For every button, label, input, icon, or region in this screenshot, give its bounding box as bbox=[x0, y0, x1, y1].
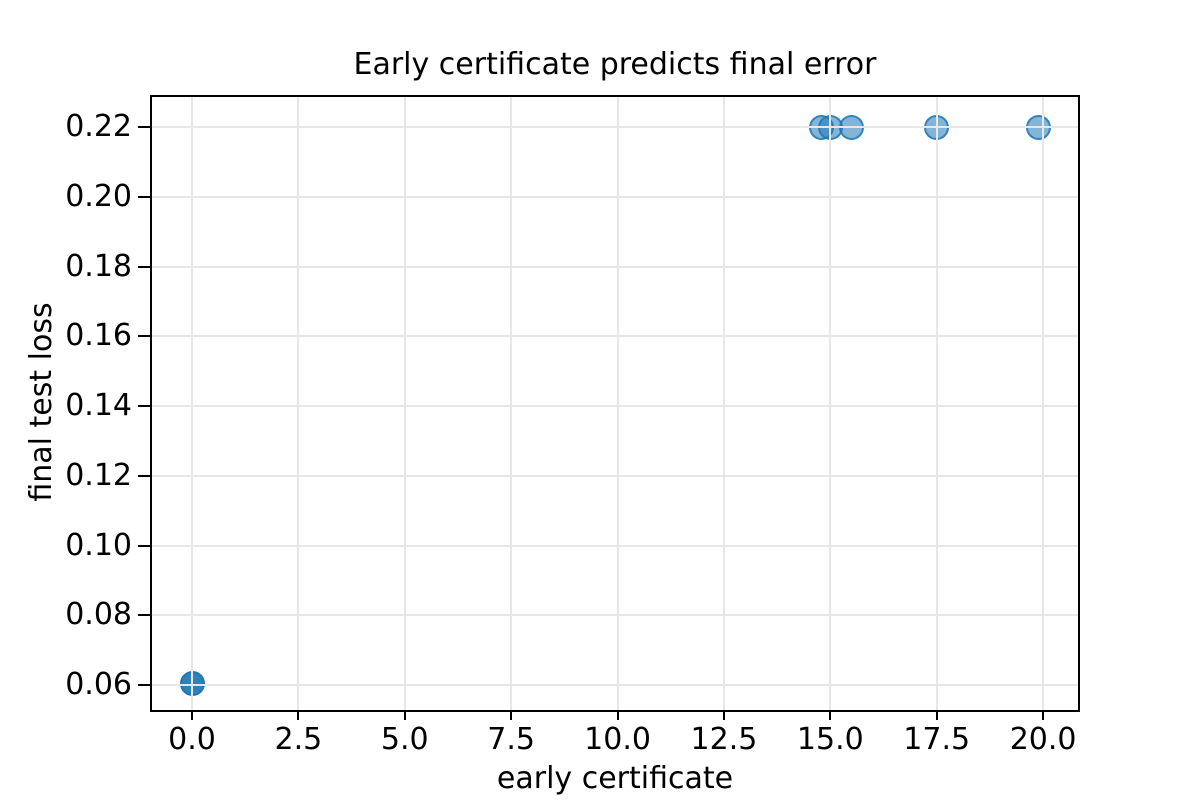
y-tick-mark bbox=[138, 126, 150, 128]
y-tick-label: 0.08 bbox=[65, 597, 132, 633]
x-gridline bbox=[297, 97, 300, 710]
x-tick-mark bbox=[510, 710, 513, 720]
y-gridline bbox=[152, 474, 1078, 477]
x-axis-label: early certificate bbox=[496, 761, 734, 796]
y-tick-mark bbox=[138, 265, 150, 268]
x-tick-mark bbox=[191, 710, 193, 720]
y-tick-label: 0.20 bbox=[65, 178, 132, 214]
axis-ticks-layer: 0.0 2.5 5.0 7.5 10.0 12.5 15.0 17.5 20.0 0.22 0.20… bbox=[65, 97, 1078, 757]
x-tick-label: 20.0 bbox=[1009, 722, 1077, 757]
y-tick-mark bbox=[138, 614, 150, 617]
x-tick-label: 17.5 bbox=[903, 722, 971, 757]
x-tick-mark bbox=[403, 710, 406, 720]
chart-title: Early certificate predicts final error bbox=[353, 47, 877, 82]
gridlines-layer bbox=[152, 97, 1078, 710]
x-tick-mark bbox=[829, 710, 832, 720]
y-tick-label: 0.06 bbox=[65, 667, 132, 703]
y-tick-label: 0.22 bbox=[65, 109, 132, 144]
y-tick-label: 0.10 bbox=[65, 527, 132, 563]
x-gridline bbox=[829, 97, 832, 710]
x-gridline bbox=[403, 97, 406, 710]
y-gridline bbox=[152, 195, 1078, 198]
y-tick-mark bbox=[138, 405, 150, 408]
plot-area: 0.0 2.5 5.0 7.5 10.0 12.5 15.0 17.5 20.0 0.22 0.20… bbox=[65, 95, 1080, 757]
y-tick-label: 0.14 bbox=[65, 388, 132, 424]
y-gridline bbox=[152, 126, 1078, 128]
y-gridline bbox=[152, 405, 1078, 408]
x-gridline bbox=[191, 97, 193, 710]
x-gridline bbox=[935, 97, 938, 710]
y-tick-mark bbox=[138, 195, 150, 198]
y-gridline bbox=[152, 684, 1078, 687]
y-gridline bbox=[152, 335, 1078, 338]
x-gridline bbox=[510, 97, 513, 710]
y-tick-mark bbox=[138, 544, 150, 547]
y-tick-label: 0.18 bbox=[65, 248, 132, 284]
x-tick-label: 0.0 bbox=[168, 722, 216, 757]
x-tick-mark bbox=[297, 710, 300, 720]
x-tick-label: 12.5 bbox=[690, 722, 758, 757]
y-gridline bbox=[152, 265, 1078, 268]
y-gridline bbox=[152, 614, 1078, 617]
y-tick-mark bbox=[138, 474, 150, 477]
x-tick-label: 15.0 bbox=[796, 722, 864, 757]
y-tick-label: 0.12 bbox=[65, 457, 132, 493]
x-tick-mark bbox=[935, 710, 938, 720]
x-gridline bbox=[1042, 97, 1045, 710]
y-tick-mark bbox=[138, 684, 150, 687]
x-tick-label: 2.5 bbox=[274, 722, 323, 757]
x-tick-label: 5.0 bbox=[380, 722, 429, 757]
x-tick-mark bbox=[1042, 710, 1045, 720]
x-gridline bbox=[722, 97, 725, 710]
x-tick-mark bbox=[722, 710, 725, 720]
y-gridline bbox=[152, 544, 1078, 547]
y-tick-label: 0.16 bbox=[65, 318, 132, 354]
x-tick-label: 7.5 bbox=[487, 722, 536, 757]
x-tick-mark bbox=[616, 710, 619, 720]
y-tick-mark bbox=[138, 335, 150, 338]
x-gridline bbox=[616, 97, 619, 710]
x-tick-label: 10.0 bbox=[584, 722, 651, 757]
